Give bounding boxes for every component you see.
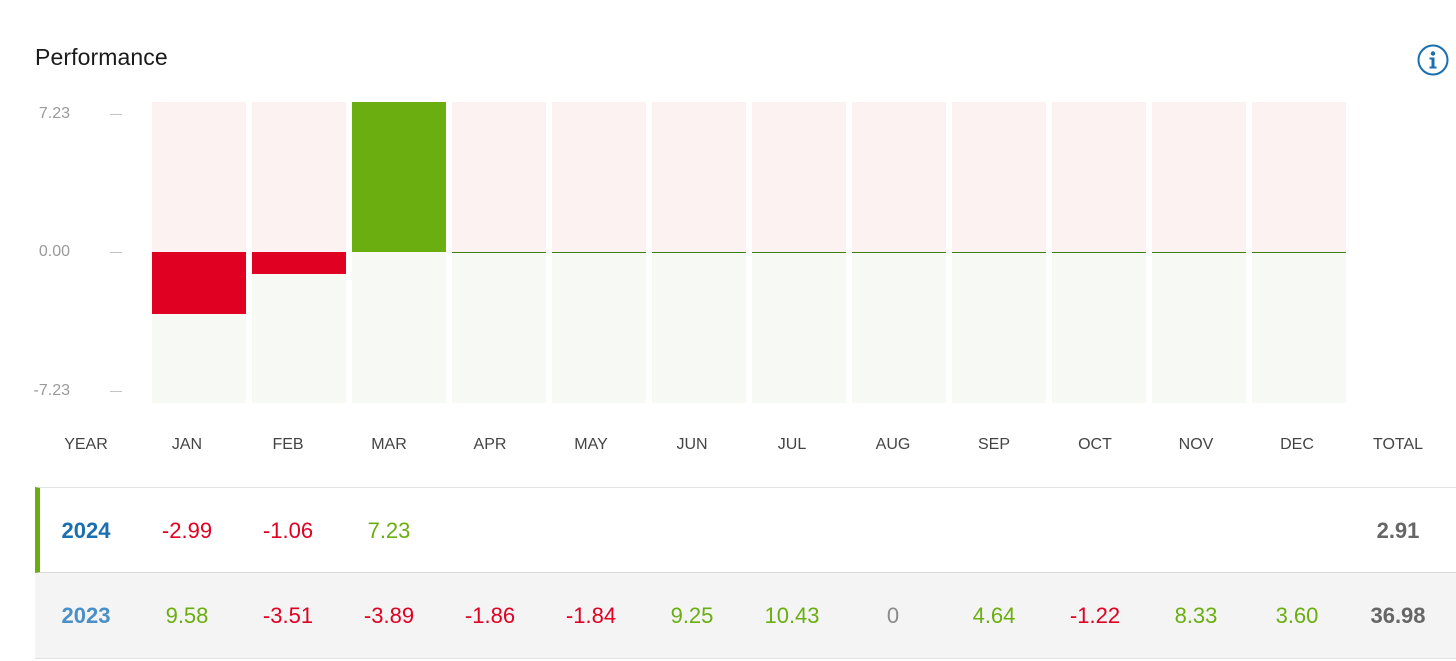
y-tick-label-min: -7.23 bbox=[33, 382, 70, 399]
chart-bg-positive bbox=[152, 102, 246, 252]
chart-bg-positive bbox=[1052, 102, 1146, 252]
total-cell: 36.98 bbox=[1370, 603, 1426, 628]
chart-bg-positive bbox=[952, 102, 1046, 252]
bar-dec-zero bbox=[1252, 252, 1346, 253]
bar-apr-zero bbox=[452, 252, 546, 253]
chart-bg-negative bbox=[752, 252, 846, 403]
year-cell[interactable]: 2023 bbox=[61, 603, 111, 628]
value-cell-mar: 7.23 bbox=[367, 518, 411, 543]
column-header-oct: OCT bbox=[1078, 436, 1112, 453]
bar-jan[interactable] bbox=[152, 252, 246, 315]
value-cell-may: -1.84 bbox=[565, 603, 617, 628]
chart-column-nov bbox=[1152, 102, 1246, 403]
value-cell-apr bbox=[443, 488, 537, 574]
chart-bg-negative bbox=[1052, 252, 1146, 403]
value-cell-apr: -1.86 bbox=[464, 603, 516, 628]
table-row-2023[interactable]: 2023 9.58 -3.51 -3.89 -1.86 -1.84 9.25 10.43 0 4.… bbox=[35, 573, 1456, 659]
value-cell-feb: -1.06 bbox=[262, 518, 314, 543]
value-cell-feb: -3.51 bbox=[262, 603, 314, 628]
bar-aug-zero bbox=[852, 252, 946, 253]
chart-bg-negative bbox=[852, 252, 946, 403]
column-header-feb: FEB bbox=[272, 436, 304, 453]
chart-column-jan bbox=[152, 102, 246, 403]
column-header-jan: JAN bbox=[171, 436, 203, 453]
value-cell-aug: 0 bbox=[886, 603, 900, 628]
bar-mar[interactable] bbox=[352, 102, 446, 252]
value-cell-jan: -2.99 bbox=[161, 518, 213, 543]
y-tick-min bbox=[110, 391, 122, 392]
chart-column-oct bbox=[1052, 102, 1146, 403]
chart-column-dec bbox=[1252, 102, 1346, 403]
chart-bg-positive bbox=[452, 102, 546, 252]
chart-bg-positive bbox=[1152, 102, 1246, 252]
year-cell[interactable]: 2024 bbox=[61, 518, 111, 543]
value-cell-nov bbox=[1149, 488, 1243, 574]
total-cell: 2.91 bbox=[1376, 518, 1420, 543]
column-header-apr: APR bbox=[473, 436, 507, 453]
chart-column-apr bbox=[452, 102, 546, 403]
table-row-2024[interactable]: 2024 -2.99 -1.06 7.23 2.91 bbox=[35, 487, 1456, 573]
chart-bg-negative bbox=[1252, 252, 1346, 403]
chart-bg-negative bbox=[652, 252, 746, 403]
chart-bg-negative bbox=[552, 252, 646, 403]
value-cell-oct: -1.22 bbox=[1069, 603, 1121, 628]
bar-sep-zero bbox=[952, 252, 1046, 253]
column-header-nov: NOV bbox=[1178, 436, 1214, 453]
chart-bg-positive bbox=[752, 102, 846, 252]
value-cell-jun: 9.25 bbox=[670, 603, 714, 628]
bar-feb[interactable] bbox=[252, 252, 346, 274]
y-tick-zero bbox=[110, 252, 122, 253]
monthly-performance-chart: 7.23 0.00 -7.23 bbox=[33, 102, 1346, 403]
chart-bg-positive bbox=[1252, 102, 1346, 252]
bar-may-zero bbox=[552, 252, 646, 253]
column-header-jul: JUL bbox=[777, 436, 807, 453]
y-tick-label-max: 7.23 bbox=[38, 105, 70, 122]
chart-bg-positive bbox=[652, 102, 746, 252]
chart-bg-negative bbox=[352, 252, 446, 403]
info-circle-icon[interactable] bbox=[1417, 44, 1449, 76]
column-header-year: YEAR bbox=[64, 436, 108, 453]
column-header-may: MAY bbox=[574, 436, 608, 453]
value-cell-may bbox=[544, 488, 638, 574]
bar-jun-zero bbox=[652, 252, 746, 253]
y-tick-max bbox=[110, 114, 122, 115]
widget-title: Performance bbox=[35, 44, 168, 70]
value-cell-aug bbox=[846, 488, 940, 574]
chart-column-may bbox=[552, 102, 646, 403]
value-cell-dec: 3.60 bbox=[1275, 603, 1319, 628]
bar-oct-zero bbox=[1052, 252, 1146, 253]
chart-column-mar bbox=[352, 102, 446, 403]
value-cell-sep bbox=[947, 488, 1041, 574]
chart-column-feb bbox=[252, 102, 346, 403]
value-cell-jul bbox=[745, 488, 839, 574]
value-cell-jun bbox=[645, 488, 739, 574]
chart-column-aug bbox=[852, 102, 946, 403]
value-cell-dec bbox=[1250, 488, 1344, 574]
column-header-mar: MAR bbox=[371, 436, 407, 453]
chart-bg-negative bbox=[452, 252, 546, 403]
value-cell-jul: 10.43 bbox=[764, 603, 820, 628]
column-header-aug: AUG bbox=[875, 436, 911, 453]
chart-bg-negative bbox=[1152, 252, 1246, 403]
y-tick-label-zero: 0.00 bbox=[38, 243, 70, 260]
chart-column-sep bbox=[952, 102, 1046, 403]
column-header-dec: DEC bbox=[1280, 436, 1314, 453]
chart-bg-negative bbox=[952, 252, 1046, 403]
chart-column-jun bbox=[652, 102, 746, 403]
chart-bg-positive bbox=[252, 102, 346, 252]
value-cell-nov: 8.33 bbox=[1174, 603, 1218, 628]
bar-jul-zero bbox=[752, 252, 846, 253]
value-cell-sep: 4.64 bbox=[972, 603, 1016, 628]
chart-bg-negative bbox=[252, 252, 346, 403]
bar-nov-zero bbox=[1152, 252, 1246, 253]
chart-bg-positive bbox=[552, 102, 646, 252]
value-cell-mar: -3.89 bbox=[363, 603, 415, 628]
chart-bg-positive bbox=[852, 102, 946, 252]
value-cell-jan: 9.58 bbox=[165, 603, 209, 628]
column-header-sep: SEP bbox=[977, 436, 1010, 453]
value-cell-oct bbox=[1048, 488, 1142, 574]
column-header-total: TOTAL bbox=[1372, 436, 1424, 453]
chart-column-jul bbox=[752, 102, 846, 403]
column-header-jun: JUN bbox=[676, 436, 708, 453]
